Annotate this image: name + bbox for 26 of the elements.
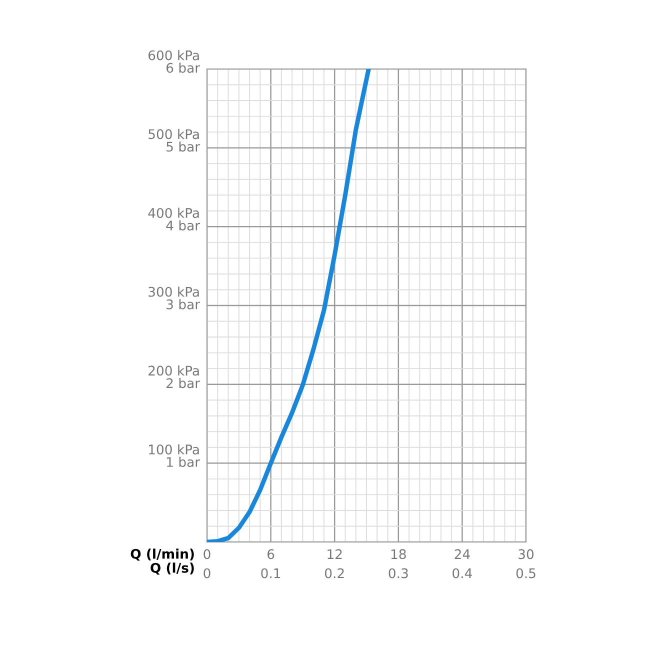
x-tick-label: 12 [328,549,342,559]
x-tick-label: 30 [518,549,534,560]
y2-tick-label: 4 bar [166,220,200,230]
y2-tick-label: 1 bar [167,456,200,467]
x-tick-label: 24 [454,549,470,559]
x-tick-label: 18 [391,549,406,560]
x-axis-title: Q (l/min) [130,548,194,561]
y-tick-label: 600 kPa [148,50,199,60]
x2-tick-label: 0.2 [324,568,344,578]
y-tick-label: 400 kPa [148,208,199,218]
x2-tick-label: 0.4 [452,568,472,578]
x2-tick-label: 0.1 [261,568,280,578]
x-tick-label: 0 [204,549,210,560]
y2-tick-label: 5 bar [166,141,200,152]
y-tick-label: 500 kPa [148,128,199,140]
x2-tick-label: 0.5 [516,568,536,578]
y2-tick-label: 2 bar [166,378,200,388]
y-tick-label: 100 kPa [149,444,199,454]
y-tick-label: 200 kPa [148,365,199,376]
x2-axis-title: Q (l/s) [150,562,194,575]
y-tick-label: 300 kPa [148,286,199,297]
x2-tick-label: 0 [204,568,210,578]
y2-tick-label: 6 bar [166,62,200,73]
y2-tick-label: 3 bar [166,299,200,310]
x2-tick-label: 0.3 [388,568,408,578]
x-tick-label: 6 [268,549,274,560]
